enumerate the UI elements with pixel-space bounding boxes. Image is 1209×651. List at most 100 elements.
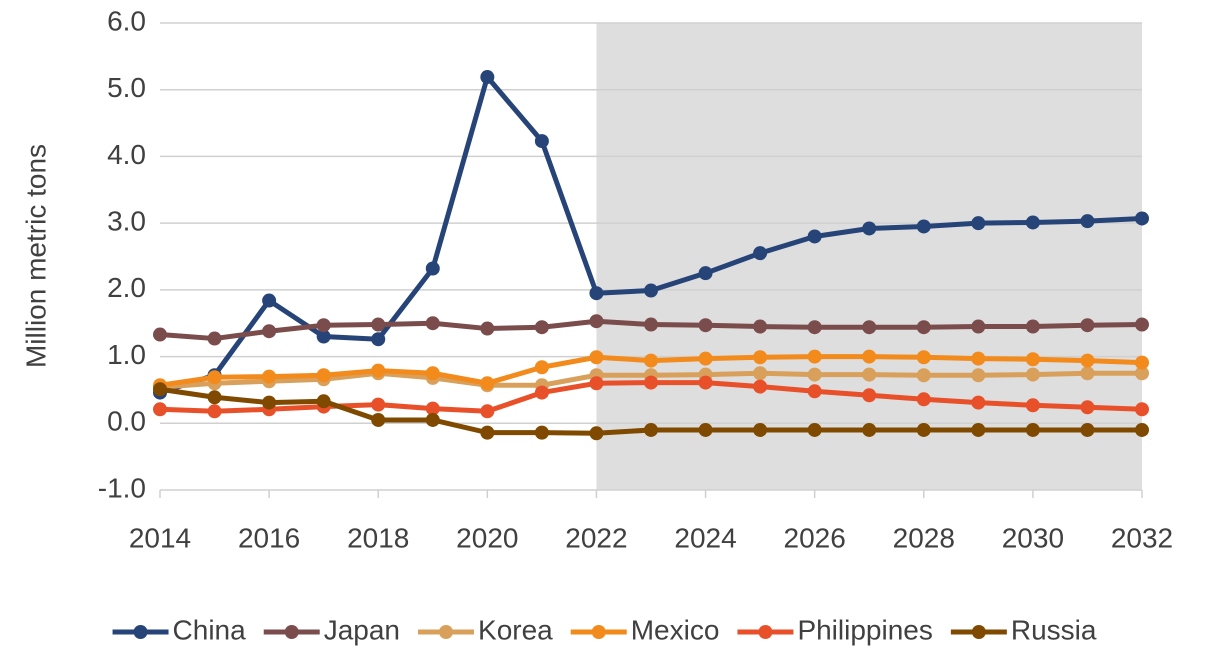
series-marker [425,401,440,416]
series-marker [644,283,658,298]
series-marker [316,329,331,344]
series-marker [916,350,931,365]
series-marker [916,392,931,407]
series-marker [589,286,604,301]
series-marker [207,404,222,419]
series-marker [1135,422,1149,437]
series-marker [371,412,386,427]
series [153,349,1149,393]
series-marker [480,70,495,85]
x-tick-label: 2020 [456,522,518,553]
series-marker [807,349,822,364]
series-marker [698,318,713,333]
series-marker [807,229,822,244]
series-marker [534,385,549,400]
series-marker [698,375,713,390]
series-marker [1135,366,1149,381]
series [153,314,1149,346]
series-marker [153,327,167,342]
series-marker [753,319,768,334]
series-marker [207,390,222,405]
series-marker [971,368,986,383]
series-marker [971,216,986,231]
series-marker [862,422,877,437]
legend-marker [591,625,606,639]
series-marker [1080,366,1095,381]
series-marker [425,261,440,276]
legend-item: Korea [418,614,553,645]
series-marker [807,384,822,399]
series-marker [971,422,986,437]
series [153,382,1149,441]
series-marker [1080,422,1095,437]
legend-item: Philippines [737,614,933,645]
series-marker [589,426,604,441]
series-marker [1080,214,1095,229]
series-marker [425,366,440,381]
legend-label: Korea [478,614,553,645]
series-marker [916,320,931,335]
series-marker [698,266,713,281]
series-marker [1135,402,1149,417]
series-marker [153,382,167,397]
x-tick-label: 2030 [1002,522,1064,553]
legend-marker [971,625,986,639]
legend-item: China [112,614,247,645]
series-marker [425,412,440,427]
series-marker [1080,318,1095,333]
legend-label: China [173,614,247,645]
series-marker [316,394,331,409]
series-marker [971,319,986,334]
y-tick-label: 0.0 [107,406,146,437]
series-marker [644,317,658,332]
legend-item: Japan [263,614,400,645]
series-marker [1135,355,1149,370]
legend-marker [758,625,773,639]
x-tick-label: 2024 [674,522,736,553]
x-tick-label: 2026 [784,522,846,553]
legend: China Japan Korea Mexico Philippines Russia [112,614,1097,645]
series-marker [1135,211,1149,226]
series-marker [807,320,822,335]
series-marker [1135,317,1149,332]
series-marker [916,422,931,437]
series-marker [1025,367,1040,382]
series-marker [644,375,658,390]
series-marker [1025,398,1040,413]
series-marker [534,360,549,375]
series-marker [534,134,549,149]
series-marker [698,351,713,366]
legend-marker [439,625,454,639]
series-marker [589,350,604,365]
y-tick-label: 4.0 [107,139,146,170]
series-marker [589,314,604,329]
y-axis-label: Million metric tons [20,144,51,368]
series-marker [1080,353,1095,368]
legend-item: Mexico [570,614,719,645]
series-marker [262,395,277,410]
x-tick-label: 2018 [347,522,409,553]
series-marker [916,368,931,383]
series-marker [916,219,931,234]
series-marker [862,388,877,403]
y-tick-label: -1.0 [98,472,146,503]
series-marker [316,318,331,333]
legend-marker [284,625,299,639]
series-marker [262,369,277,384]
y-tick-label: 5.0 [107,72,146,103]
series-marker [480,321,495,336]
legend-item: Russia [950,614,1097,645]
series-marker [807,367,822,382]
series-marker [316,368,331,383]
series-marker [971,395,986,410]
series-marker [371,397,386,412]
series-marker [1025,352,1040,367]
series-marker [698,422,713,437]
forecast-shade [596,23,1142,490]
legend-marker [133,625,148,639]
series-marker [753,350,768,365]
series-marker [153,402,167,417]
series-marker [807,422,822,437]
series-marker [753,379,768,394]
